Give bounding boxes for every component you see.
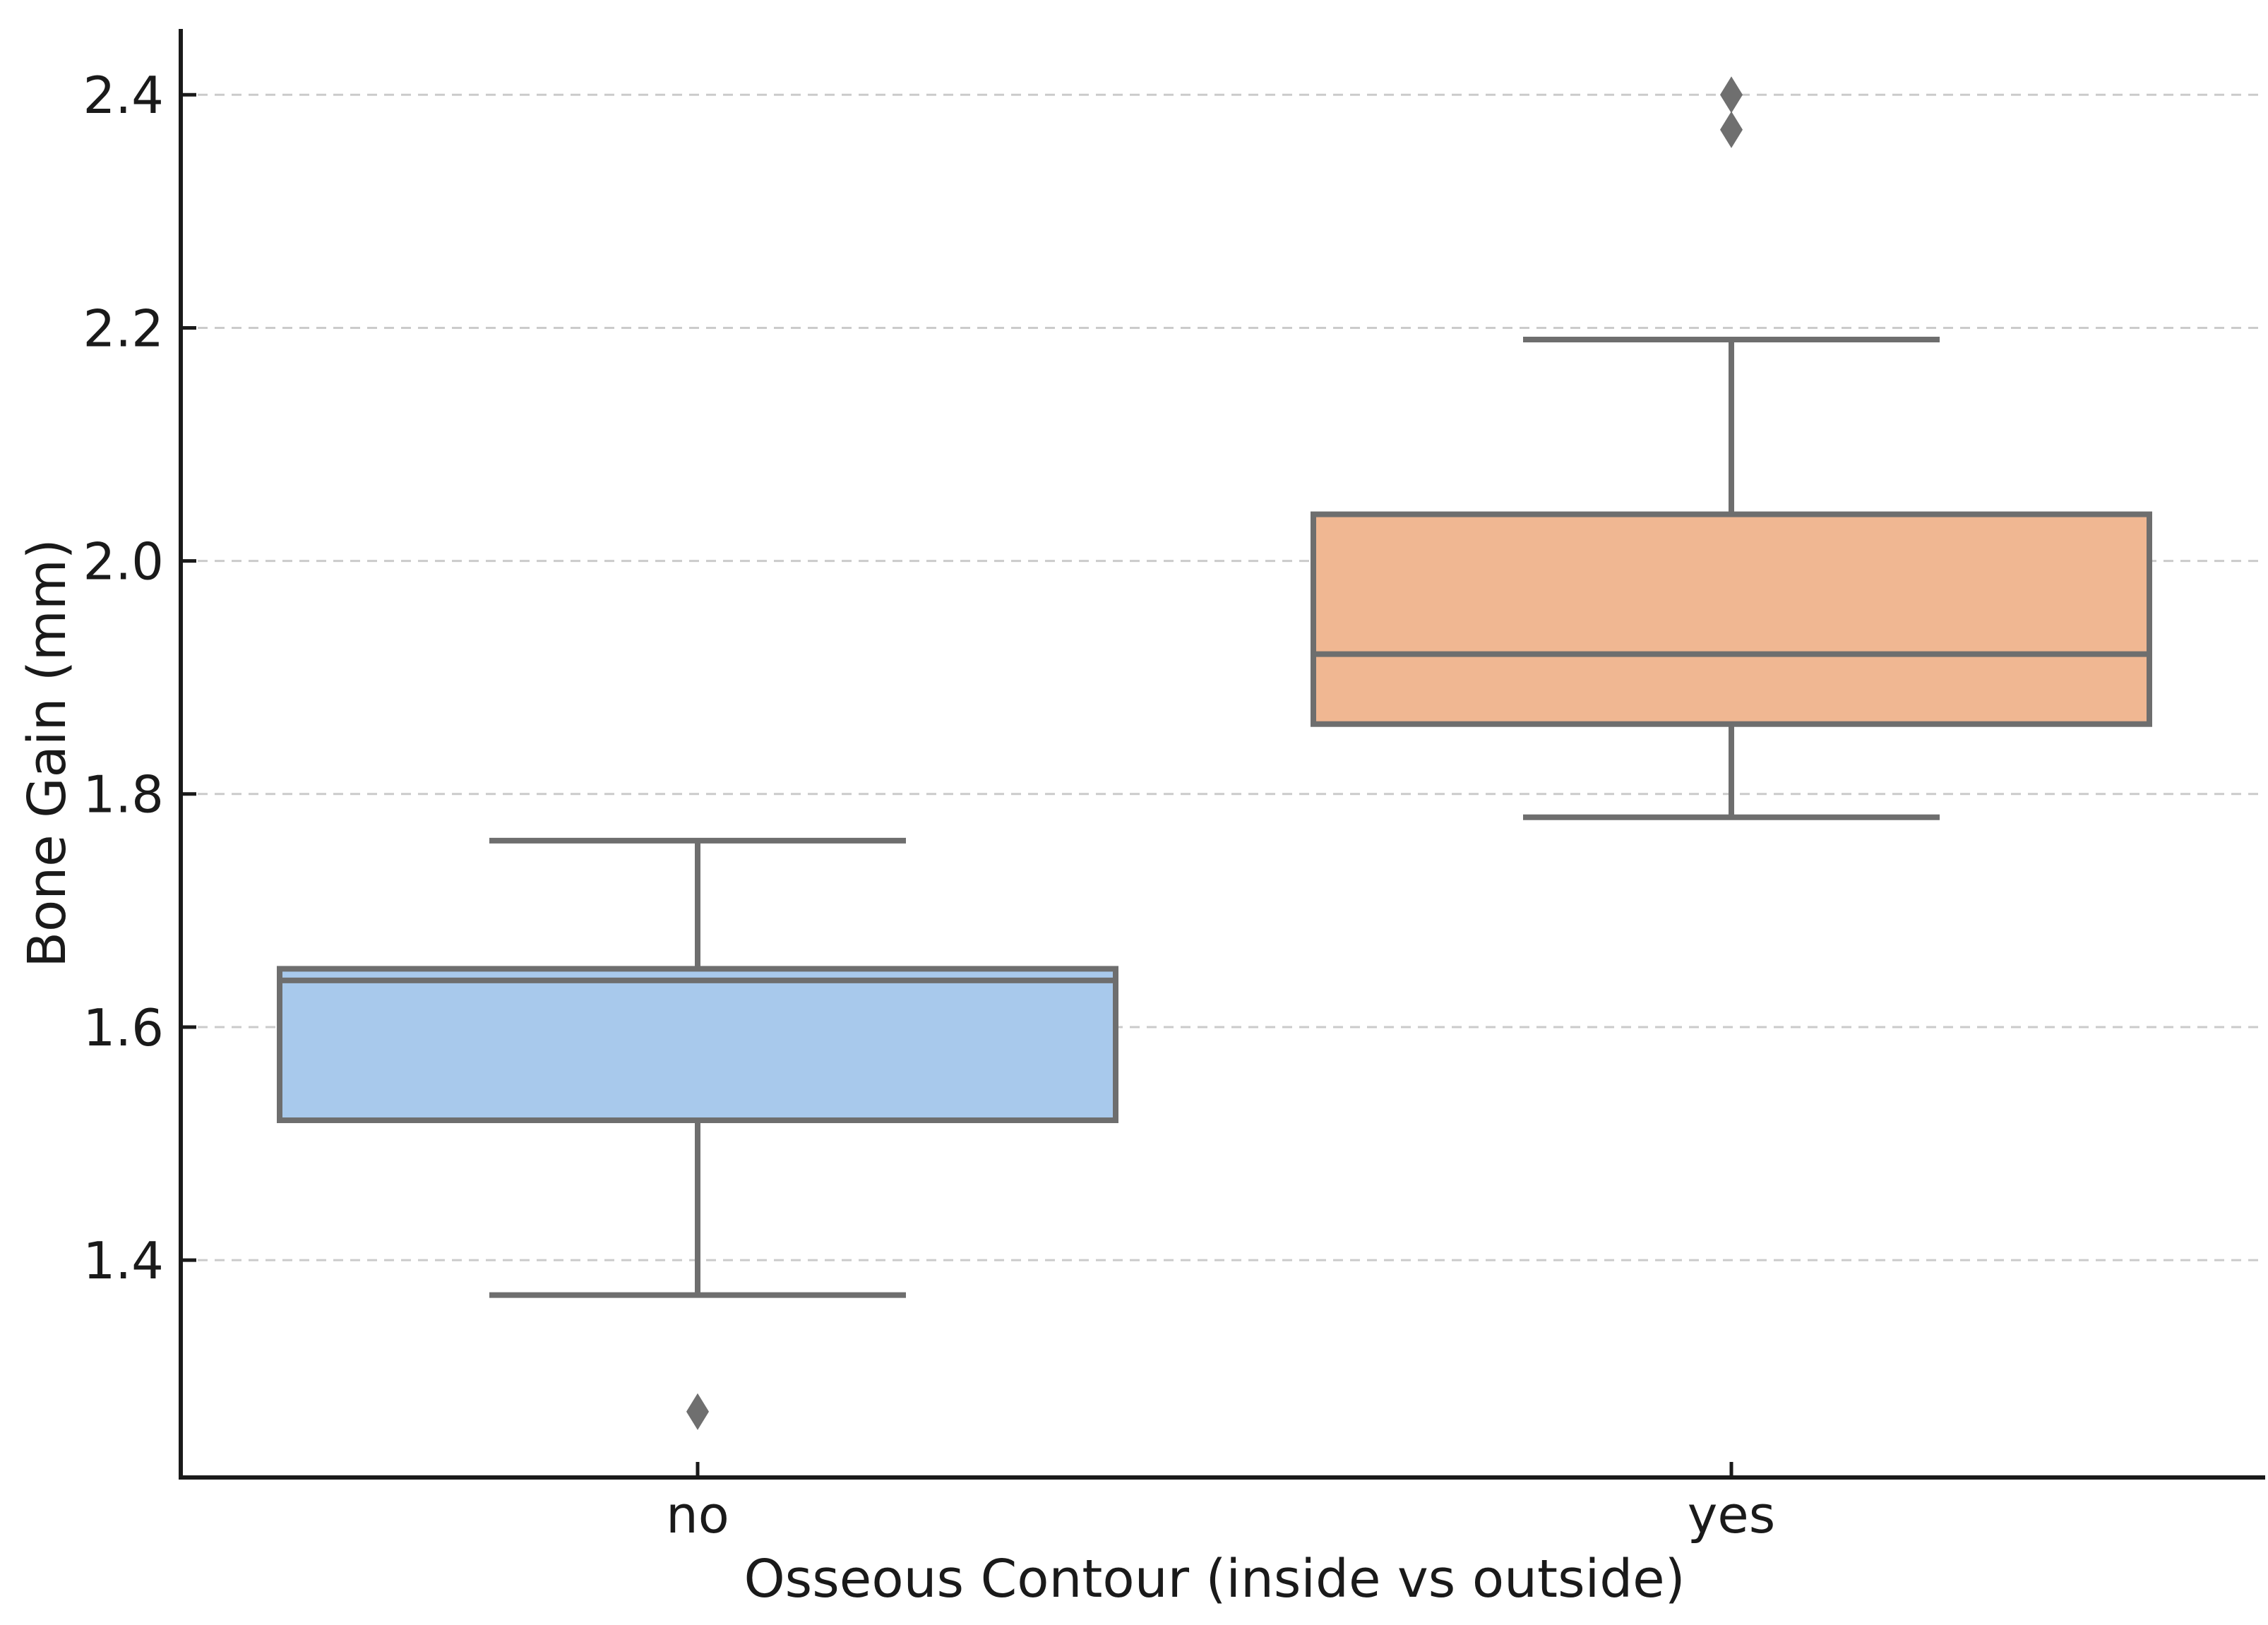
y-tick-label-1.6: 1.6 xyxy=(83,998,164,1057)
outlier-diamond-yes xyxy=(1720,111,1743,148)
box-group-yes xyxy=(1311,76,2152,820)
outlier-diamond-yes xyxy=(1720,76,1743,114)
y-axis-label: Bone Gain (mm) xyxy=(17,539,78,968)
tick-labels-layer: 1.4 1.6 1.8 2.0 2.2 2.4 no yes xyxy=(83,66,1775,1545)
x-axis-label: Osseous Contour (inside vs outside) xyxy=(744,1549,1685,1609)
outlier-diamond-no xyxy=(686,1393,709,1430)
y-tick-label-2.4: 2.4 xyxy=(83,66,164,125)
y-tick-label-2.0: 2.0 xyxy=(83,532,164,592)
axes-layer xyxy=(179,29,2265,1480)
iqr-box-yes xyxy=(1311,511,2152,727)
box-group-no xyxy=(277,837,1118,1430)
x-tick-label-no: no xyxy=(666,1485,729,1545)
iqr-box-no xyxy=(277,966,1118,1124)
y-tick-label-1.4: 1.4 xyxy=(83,1231,164,1290)
y-tick-label-1.8: 1.8 xyxy=(83,765,164,825)
x-tick-label-yes: yes xyxy=(1688,1485,1775,1545)
boxes-layer xyxy=(277,76,2152,1430)
y-tick-label-2.2: 2.2 xyxy=(83,299,164,358)
